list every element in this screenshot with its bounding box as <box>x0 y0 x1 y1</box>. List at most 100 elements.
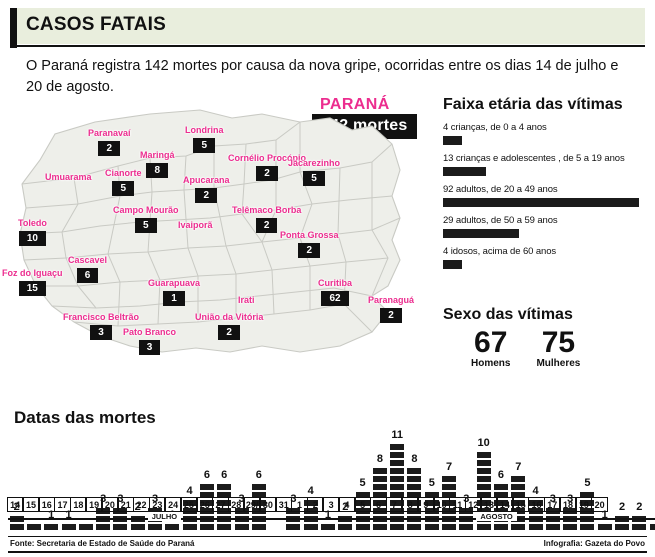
map-city-marker: Paranavaí 2 <box>88 128 131 156</box>
chart-value-label: 8 <box>376 453 383 465</box>
chart-block <box>476 492 491 498</box>
age-group-label: 13 crianças e adolescentes , de 5 a 19 a… <box>443 153 625 164</box>
chart-value-label: 3 <box>567 493 574 505</box>
city-death-count: 6 <box>76 268 99 283</box>
city-death-count: 5 <box>134 218 157 233</box>
chart-day-tick: 28 <box>227 497 245 512</box>
city-name: Ponta Grossa <box>280 230 339 240</box>
chart-block <box>113 524 128 530</box>
chart-blocks <box>44 522 59 530</box>
chart-column: 11 <box>389 429 406 530</box>
chart-blocks <box>615 514 630 530</box>
chart-blocks <box>61 522 76 530</box>
footer-source: Fonte: Secretaria de Estado de Saúde do … <box>10 539 195 548</box>
chart-block <box>407 500 422 506</box>
footer-credit: Infografia: Gazeta do Povo <box>543 539 645 548</box>
chart-block <box>390 476 405 482</box>
chart-block <box>615 524 630 530</box>
chart-block <box>580 500 595 506</box>
header-divider <box>17 45 645 47</box>
chart-block <box>545 524 560 530</box>
chart-day-tick: 17 <box>53 497 72 512</box>
city-death-count: 1 <box>163 291 185 306</box>
chart-block <box>130 524 145 530</box>
city-death-count: 2 <box>256 166 278 181</box>
chart-block <box>251 500 266 506</box>
city-death-count: 2 <box>98 141 121 156</box>
chart-blocks <box>320 522 335 530</box>
city-name: Telêmaco Borba <box>232 205 302 215</box>
chart-day-tick: 13 <box>480 497 498 512</box>
chart-block <box>217 484 232 490</box>
chart-value-label: 4 <box>307 485 314 497</box>
chart-blocks <box>130 514 145 530</box>
chart-block <box>148 524 163 530</box>
chart-block <box>234 524 249 530</box>
chart-day-tick: 8 <box>401 497 419 512</box>
chart-day-tick: 23 <box>148 497 166 512</box>
sex-figure: 75 Mulheres <box>536 328 581 370</box>
chart-block <box>390 460 405 466</box>
chart-day-tick: 14 <box>6 497 24 512</box>
chart-block <box>493 524 508 530</box>
chart-block <box>511 484 526 490</box>
city-death-count: 3 <box>138 340 161 355</box>
chart-block <box>78 524 93 530</box>
map-city-marker: Curitiba 62 <box>318 278 352 306</box>
city-death-count: 8 <box>146 163 169 178</box>
map-city-marker: Toledo 10 <box>18 218 47 246</box>
chart-block <box>199 492 214 498</box>
age-group-bar <box>443 229 519 238</box>
chart-block <box>649 524 655 530</box>
city-name: Paranaguá <box>368 295 415 305</box>
chart-day-tick: 24 <box>164 497 182 512</box>
chart-block <box>407 484 422 490</box>
chart-value-label: 2 <box>618 501 626 513</box>
map-city-marker: Paranaguá 2 <box>368 295 414 323</box>
age-group-bar <box>443 260 462 269</box>
chart-value-label: 3 <box>151 493 159 505</box>
chart-day-tick: 4 <box>338 497 356 512</box>
chart-day-tick: 7 <box>385 497 403 512</box>
chart-block <box>407 524 422 530</box>
map-city-marker: Cascavel 6 <box>68 255 107 283</box>
map-city-marker: União da Vitória 2 <box>195 312 263 340</box>
city-death-count: 10 <box>18 231 46 246</box>
age-group-bar <box>443 167 486 176</box>
chart-day-tick: 10 <box>433 497 451 512</box>
chart-block <box>372 468 387 474</box>
map-city-marker: Ponta Grossa 2 <box>280 230 339 258</box>
chart-block <box>476 468 491 474</box>
chart-block <box>407 468 422 474</box>
parana-map: Paranavaí 2 Londrina 5 Maringá 8 Cornélio Proc… <box>0 100 430 375</box>
chart-block <box>251 524 266 530</box>
chart-block <box>493 484 508 490</box>
city-death-count: 2 <box>218 325 240 340</box>
chart-value-label: 5 <box>359 477 366 489</box>
chart-block <box>597 524 612 530</box>
map-city-marker: Campo Mourão 5 <box>113 205 179 233</box>
chart-value-label: 1 <box>324 509 332 521</box>
sex-label: Mulheres <box>536 358 581 369</box>
map-city-marker: Cornélio Procópio 2 <box>228 153 306 181</box>
city-name: Irati <box>238 295 255 305</box>
city-name: Maringá <box>140 150 175 160</box>
map-city-marker: Maringá 8 <box>140 150 175 178</box>
chart-block <box>442 524 457 530</box>
sex-figures: 67 Homens 75 Mulheres <box>443 328 648 370</box>
chart-day-tick: 17 <box>543 497 561 512</box>
chart-value-label: 7 <box>515 461 522 473</box>
chart-day-tick: 21 <box>117 497 135 512</box>
chart-block <box>338 524 353 530</box>
chart-block <box>632 524 647 530</box>
chart-block <box>355 500 370 506</box>
chart-block <box>372 500 387 506</box>
chart-value-label: 4 <box>186 485 193 497</box>
age-group-row: 29 adultos, de 50 a 59 anos <box>443 215 648 238</box>
chart-value-label: 3 <box>117 493 124 505</box>
city-name: Paranavaí <box>88 128 131 138</box>
chart-block <box>217 492 232 498</box>
chart-block <box>476 484 491 490</box>
chart-block <box>476 452 491 458</box>
chart-day-tick: 6 <box>369 497 388 512</box>
